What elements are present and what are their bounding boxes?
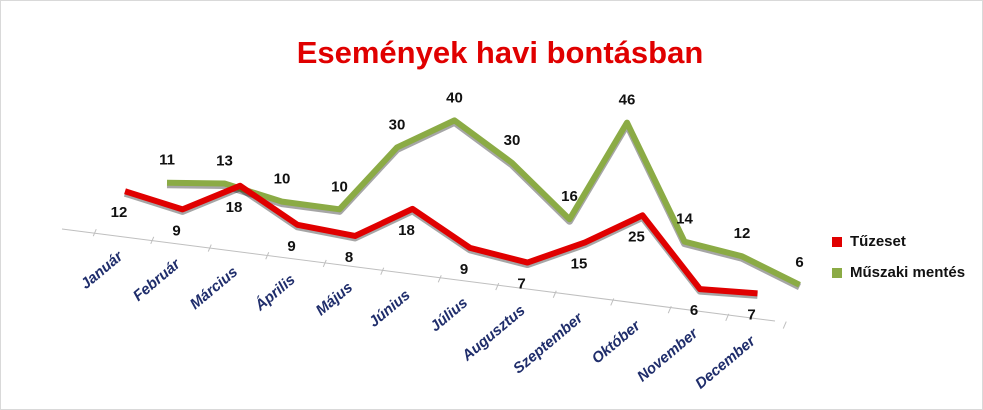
data-label: 9 (460, 261, 468, 278)
data-label: 30 (389, 116, 406, 133)
data-label: 18 (226, 199, 243, 216)
axis-tick (495, 282, 500, 291)
data-label: 18 (398, 222, 415, 239)
data-label: 46 (619, 92, 636, 109)
data-label: 9 (172, 222, 180, 239)
axis-tick (150, 236, 155, 245)
axis-tick (380, 267, 385, 275)
legend-label: Tűzeset (850, 233, 906, 250)
data-label: 15 (571, 255, 588, 272)
legend-label: Műszaki mentés (850, 264, 965, 281)
series-line (124, 182, 758, 297)
legend-swatch (832, 237, 842, 247)
axis-tick (92, 228, 97, 237)
data-label: 12 (734, 225, 751, 242)
axis-tick (265, 252, 270, 260)
data-label: 7 (517, 276, 525, 293)
axis-tick (322, 259, 327, 268)
legend-swatch (832, 268, 842, 278)
data-label: 14 (676, 211, 693, 228)
data-label: 13 (216, 152, 233, 169)
category-axis (61, 228, 776, 322)
data-label: 8 (345, 249, 353, 266)
chart-title: Események havi bontásban (297, 35, 704, 70)
data-label: 10 (274, 171, 291, 188)
axis-tick (782, 321, 787, 329)
data-label: 16 (561, 188, 578, 205)
data-label: 10 (331, 178, 348, 195)
series-line (166, 117, 801, 288)
axis-tick (552, 290, 557, 298)
data-label: 12 (111, 204, 128, 221)
axis-tick (610, 298, 615, 306)
data-label: 6 (795, 254, 803, 271)
data-label: 9 (287, 238, 295, 255)
axis-tick (437, 275, 442, 283)
data-label: 30 (504, 132, 521, 149)
data-label: 40 (446, 89, 463, 106)
axis-tick (725, 313, 730, 322)
axis-tick (667, 305, 672, 314)
axis-tick (207, 244, 212, 252)
data-label: 6 (690, 302, 698, 319)
data-label: 25 (628, 228, 645, 245)
data-label: 11 (159, 152, 175, 169)
data-label: 7 (747, 306, 755, 323)
